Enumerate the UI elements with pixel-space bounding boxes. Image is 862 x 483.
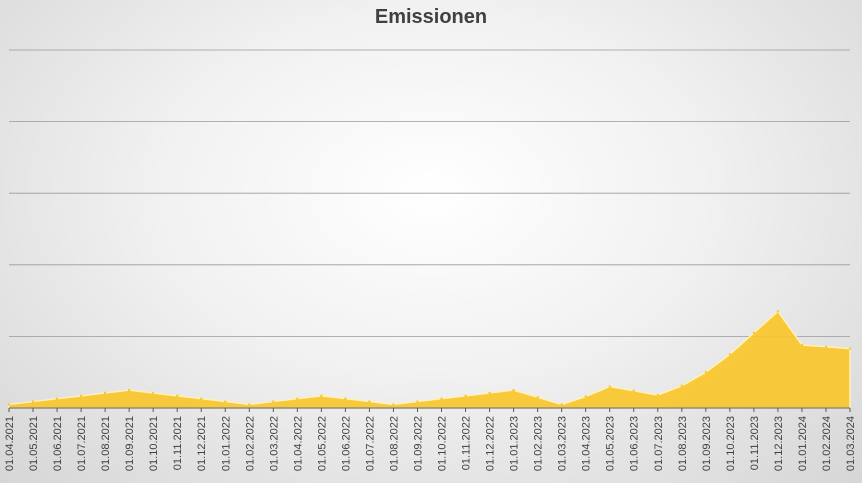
- x-tick-label: 01.03.2022: [268, 416, 280, 471]
- data-point: [272, 400, 275, 403]
- data-point: [248, 403, 251, 406]
- x-tick-label: 01.08.2021: [100, 416, 112, 471]
- x-tick-label: 01.04.2021: [4, 416, 16, 471]
- data-point: [776, 310, 780, 313]
- x-tick-label: 01.04.2023: [581, 416, 593, 471]
- data-point: [632, 389, 635, 393]
- data-point: [103, 391, 107, 395]
- data-point: [368, 400, 371, 403]
- x-tick-label: 01.10.2022: [437, 416, 449, 471]
- x-tick-label: 01.05.2022: [316, 416, 328, 471]
- chart-title: Emissionen: [374, 6, 488, 28]
- x-tick-label: 01.09.2021: [124, 416, 136, 471]
- data-point: [31, 400, 35, 403]
- data-point: [416, 400, 419, 403]
- x-tick-label: 01.02.2023: [533, 416, 545, 471]
- data-point: [848, 347, 852, 350]
- x-tick-label: 01.12.2023: [773, 416, 785, 471]
- data-point: [440, 397, 443, 400]
- data-point: [656, 393, 659, 397]
- x-tick-label: 01.08.2023: [677, 416, 689, 471]
- data-point: [704, 371, 708, 374]
- x-tick-label: 01.03.2023: [557, 416, 569, 471]
- x-tick-label: 01.07.2021: [76, 416, 88, 471]
- x-tick-label: 01.05.2023: [605, 416, 617, 471]
- data-point: [608, 385, 611, 388]
- x-tick-label: 01.07.2022: [364, 416, 376, 471]
- data-point: [79, 394, 83, 398]
- x-tick-label: 01.07.2023: [653, 416, 665, 471]
- x-tick-label: 01.11.2022: [461, 416, 473, 470]
- x-tick-label: 01.11.2021: [172, 416, 184, 470]
- data-point: [824, 345, 828, 348]
- data-point: [320, 394, 323, 398]
- data-point: [392, 403, 395, 406]
- x-tick-label: 01.08.2022: [388, 416, 400, 471]
- x-tick-label: 01.12.2021: [196, 416, 208, 471]
- data-point: [752, 331, 756, 335]
- data-point: [536, 396, 539, 399]
- x-tick-label: 01.10.2023: [725, 416, 737, 471]
- emissions-area: [8, 310, 851, 409]
- data-point: [296, 397, 299, 400]
- data-point: [560, 403, 563, 406]
- data-point: [488, 391, 491, 395]
- x-tick-label: 01.01.2023: [509, 416, 521, 471]
- x-tick-label: 01.01.2022: [220, 416, 232, 471]
- data-point: [127, 388, 131, 392]
- data-point: [584, 395, 587, 398]
- x-tick-label: 01.04.2022: [292, 416, 304, 471]
- data-point: [512, 388, 515, 392]
- x-tick-label: 01.06.2022: [340, 416, 352, 471]
- data-point: [7, 403, 11, 406]
- x-tick-label: 01.09.2023: [701, 416, 713, 471]
- x-tick-label: 01.01.2024: [797, 416, 809, 471]
- x-tick-label: 01.06.2021: [52, 416, 64, 471]
- data-point: [680, 384, 683, 387]
- data-point: [176, 394, 179, 398]
- data-point: [800, 343, 804, 347]
- x-tick-label: 01.06.2023: [629, 416, 641, 471]
- x-tick-label: 01.02.2024: [821, 416, 833, 471]
- data-point: [728, 353, 732, 356]
- data-point: [55, 397, 59, 400]
- data-point: [224, 400, 227, 403]
- data-point: [200, 397, 203, 400]
- x-tick-label: 01.11.2023: [749, 416, 761, 470]
- x-tick-label: 01.02.2022: [244, 416, 256, 471]
- x-tick-label: 01.03.2024: [845, 416, 857, 471]
- data-point: [464, 394, 467, 398]
- x-tick-label: 01.05.2021: [28, 416, 40, 471]
- x-tick-label: 01.10.2021: [148, 416, 160, 471]
- x-tick-label: 01.09.2022: [412, 416, 424, 471]
- data-point: [344, 397, 347, 400]
- x-tick-label: 01.12.2022: [485, 416, 497, 471]
- data-point: [151, 391, 155, 395]
